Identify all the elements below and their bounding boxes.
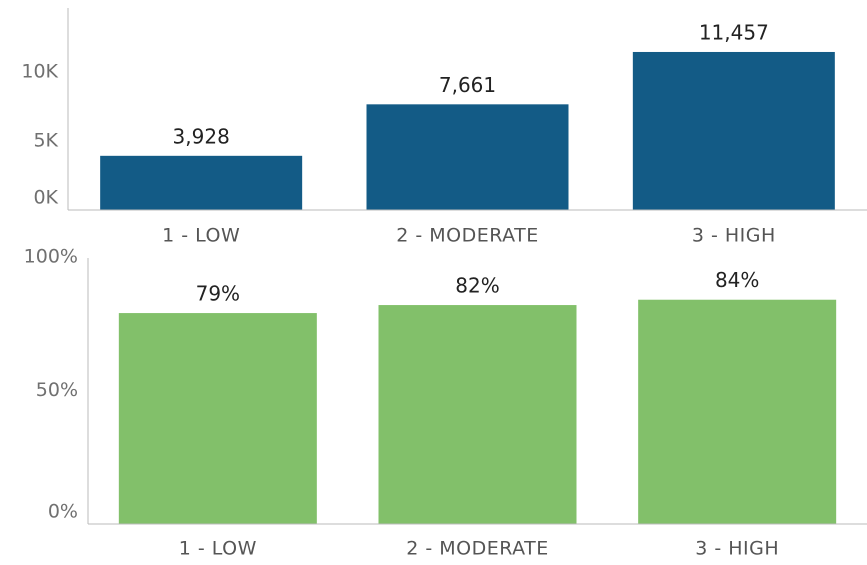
value-label: 3,928 (173, 124, 230, 148)
bar (366, 104, 569, 210)
x-tick-label: 2 - MODERATE (396, 225, 539, 247)
y-tick-label: 10K (21, 61, 58, 83)
y-tick-label: 100% (24, 246, 78, 268)
y-tick-label: 5K (33, 130, 58, 152)
x-tick-label: 3 - HIGH (695, 538, 779, 560)
y-tick-label: 0% (48, 501, 78, 523)
x-tick-label: 3 - HIGH (692, 225, 776, 247)
x-tick-label: 1 - LOW (162, 225, 240, 247)
bar (638, 299, 837, 524)
x-tick-label: 2 - MODERATE (406, 538, 549, 560)
value-label: 11,457 (699, 20, 769, 44)
value-label: 82% (455, 274, 499, 298)
y-tick-label: 50% (36, 379, 78, 401)
bar (378, 305, 577, 524)
value-label: 79% (196, 282, 240, 306)
x-tick-label: 1 - LOW (179, 538, 257, 560)
y-tick-label: 0K (33, 187, 58, 209)
bar (100, 155, 303, 210)
value-label: 84% (715, 268, 759, 292)
value-label: 7,661 (439, 73, 496, 97)
bar (632, 51, 835, 210)
bar (118, 313, 317, 524)
